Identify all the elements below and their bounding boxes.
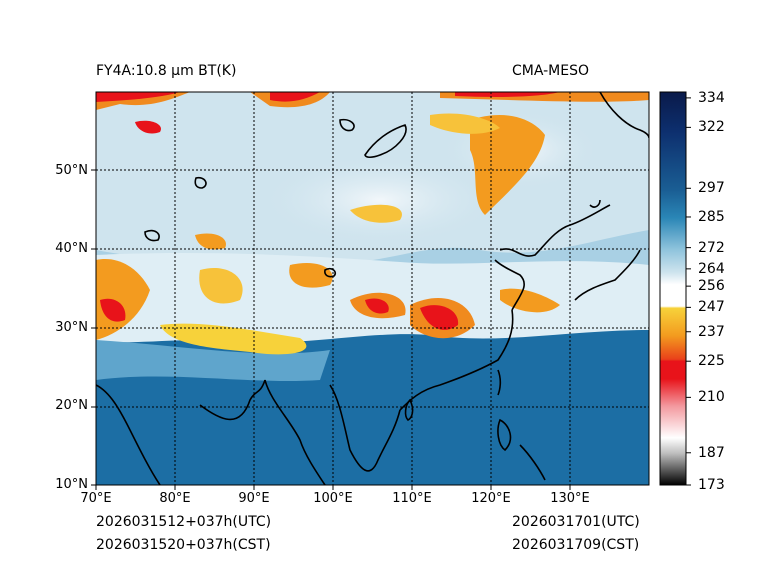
colorbar-label: 285 [698,208,725,225]
cold-top-center [289,262,333,288]
bright-cloud-core [260,155,500,245]
product-title: FY4A:10.8 μm BT(K) [96,63,237,79]
coastlines [96,92,649,485]
colorbar-label: 297 [698,180,725,197]
cold-top-plume [470,115,545,215]
colorbar-ticks [686,97,691,486]
satellite-image [96,92,649,485]
cold-top-ne [430,113,500,134]
colorbar-label: 322 [698,119,725,136]
init-time-cst: 2026031520+037h(CST) [96,537,271,553]
lon-label: 130°E [550,491,590,506]
lon-label: 120°E [471,491,511,506]
lat-label: 50°N [55,162,88,178]
colorbar-label: 247 [698,299,725,316]
cold-top-tibet [199,268,243,304]
colorbar-label: 264 [698,260,725,277]
cold-top-himalaya [160,323,307,355]
model-title: CMA-MESO [512,63,590,79]
cloud-tropical [96,340,330,382]
lon-label: 70°E [80,491,112,506]
very-cold-nw [96,92,180,102]
colorbar-label: 237 [698,323,725,340]
valid-time-cst: 2026031709(CST) [512,537,640,553]
cold-top-small-1 [195,233,226,250]
very-cold-west [100,298,126,322]
very-cold-south [420,305,459,330]
lon-label: 100°E [313,491,353,506]
lat-label: 40°N [55,241,88,257]
lat-label: 10°N [55,477,88,492]
map-frame [95,91,650,486]
graticule [96,92,649,485]
very-cold-sichuan [365,298,389,314]
very-cold-n [270,92,320,102]
colorbar-label: 334 [698,89,725,106]
colorbar-frame [659,91,687,486]
colorbar-label: 225 [698,353,725,370]
lon-label: 80°E [159,491,191,506]
colorbar-label: 272 [698,239,725,256]
valid-time-utc: 2026031701(UTC) [512,514,640,530]
cold-top-west [96,259,150,340]
lon-label: 90°E [238,491,270,506]
init-time-utc: 2026031512+037h(UTC) [96,514,272,530]
colorbar [660,92,686,485]
lon-label: 110°E [392,491,432,506]
lat-label: 20°N [55,398,88,414]
very-cold-small [135,120,161,134]
cold-top-east [500,288,560,313]
cold-top-small-2 [350,204,402,223]
colorbar-label: 210 [698,389,725,406]
colorbar-label: 187 [698,444,725,461]
colorbar-label: 256 [698,278,725,295]
axis-ticks [91,169,571,490]
lat-label: 30°N [55,319,88,335]
colorbar-label: 173 [698,477,725,493]
very-cold-ne [455,92,560,97]
